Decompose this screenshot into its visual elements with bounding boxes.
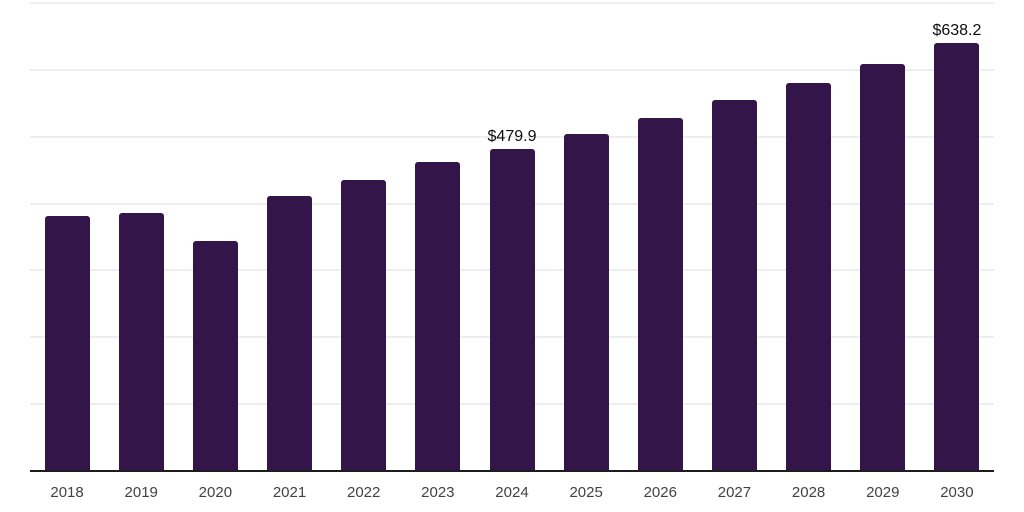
bar-2027[interactable]: [711, 100, 757, 470]
x-axis-label-2029: 2029: [866, 484, 900, 501]
bar-2029[interactable]: [860, 63, 906, 470]
x-axis-label-2018: 2018: [50, 484, 84, 501]
x-axis-label-2019: 2019: [124, 484, 158, 501]
gridline-600: [30, 68, 994, 71]
x-axis-label-2028: 2028: [791, 484, 826, 501]
bar-2020[interactable]: [192, 240, 238, 470]
x-axis-label-2021: 2021: [272, 484, 307, 501]
bar-2018[interactable]: [44, 215, 90, 470]
x-axis-label-2022: 2022: [346, 484, 381, 501]
bar-2022[interactable]: [341, 179, 387, 470]
bar-2028[interactable]: [786, 82, 832, 470]
x-axis-label-2024: 2024: [495, 484, 529, 501]
bar-2026[interactable]: [637, 118, 683, 470]
x-axis-label-2027: 2027: [717, 484, 752, 501]
bar-2025[interactable]: [563, 133, 609, 470]
bar-2023[interactable]: [415, 161, 461, 470]
bar-2024[interactable]: [489, 149, 535, 470]
x-axis-label-2026: 2026: [643, 484, 677, 501]
gridline-700: [30, 2, 994, 4]
x-axis-line: [30, 470, 994, 472]
bar-2019[interactable]: [118, 212, 164, 470]
bar-2021[interactable]: [267, 195, 313, 470]
bar-value-label-2024: $479.9: [487, 128, 537, 146]
x-axis-label-2023: 2023: [421, 484, 455, 501]
gridline-500: [30, 135, 994, 138]
bar-value-label-2030: $638.2: [932, 22, 982, 40]
x-axis-label-2025: 2025: [569, 484, 603, 501]
x-axis-label-2030: 2030: [940, 484, 974, 501]
x-axis-label-2020: 2020: [198, 484, 233, 501]
bar-2030[interactable]: [934, 43, 980, 470]
